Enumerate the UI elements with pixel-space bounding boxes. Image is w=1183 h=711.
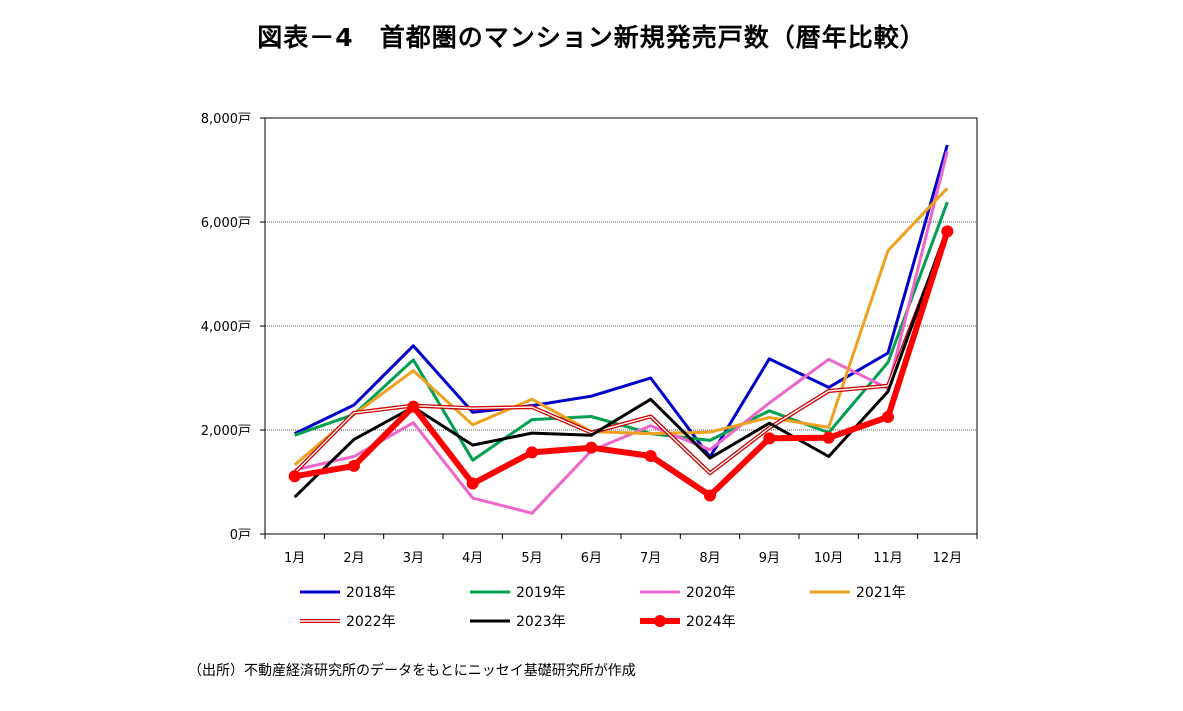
y-tick-label: 4,000戸 <box>201 320 251 335</box>
data-point <box>348 459 360 472</box>
x-tick-label: 2月 <box>343 551 364 566</box>
legend-item: 2024年 <box>640 614 736 630</box>
legend-marker <box>654 615 666 627</box>
legend-item: 2018年 <box>300 585 396 601</box>
series-2021年 <box>293 187 949 466</box>
data-point <box>941 225 954 238</box>
x-tick-label: 5月 <box>521 551 542 566</box>
x-tick-label: 4月 <box>462 551 483 566</box>
series-2019年 <box>294 201 949 462</box>
series-line <box>294 201 949 462</box>
y-tick-label: 2,000戸 <box>201 424 251 439</box>
series-2020年 <box>294 150 949 515</box>
x-tick-label: 11月 <box>873 551 903 566</box>
data-point <box>882 411 894 423</box>
legend-label: 2021年 <box>856 585 906 601</box>
data-point <box>526 446 538 459</box>
series-line <box>293 187 949 466</box>
data-point <box>407 400 420 413</box>
data-point <box>763 432 776 445</box>
axes: 0戸 2,000戸 4,000戸 6,000戸 8,000戸 1月 2月 3月 4月 5月 6月 7月… <box>201 112 978 566</box>
series-2024年 <box>288 225 954 502</box>
x-tick-label: 1月 <box>284 551 305 566</box>
y-tick-label: 6,000戸 <box>201 216 251 231</box>
series-lines <box>288 144 954 515</box>
source-note: （出所）不動産経済研究所のデータをもとにニッセイ基礎研究所が作成 <box>188 663 636 679</box>
data-point <box>466 477 479 490</box>
y-tick-label: 8,000戸 <box>201 112 251 127</box>
legend-label: 2019年 <box>516 585 566 601</box>
legend: 2018年 2019年 2020年 2021年 2022年 2023年 2024年 <box>300 585 906 630</box>
legend-label: 2024年 <box>686 614 736 630</box>
legend-label: 2018年 <box>346 585 396 601</box>
data-point <box>644 450 657 462</box>
series-2018年 <box>294 144 949 459</box>
series-line <box>294 230 951 499</box>
chart-title: 図表－4 首都圏のマンション新規発売戸数（暦年比較） <box>257 23 926 52</box>
series-2022年 <box>293 231 950 476</box>
legend-item: 2019年 <box>470 585 566 601</box>
series-line <box>294 150 949 515</box>
gridlines <box>265 221 977 431</box>
legend-item: 2023年 <box>470 614 566 630</box>
y-tick-label: 0戸 <box>230 528 251 543</box>
x-tick-label: 10月 <box>814 551 844 566</box>
series-line <box>294 144 949 459</box>
legend-item: 2022年 <box>300 614 396 630</box>
x-tick-label: 3月 <box>403 551 424 566</box>
series-line-inner <box>294 232 948 474</box>
legend-label: 2023年 <box>516 614 566 630</box>
legend-item: 2021年 <box>810 585 906 601</box>
data-point <box>288 470 301 483</box>
data-point <box>585 441 598 454</box>
data-point <box>822 431 835 444</box>
legend-label: 2020年 <box>686 585 736 601</box>
legend-label: 2022年 <box>346 614 396 630</box>
x-tick-label: 7月 <box>640 551 661 566</box>
x-tick-label: 12月 <box>933 551 963 566</box>
x-tick-label: 6月 <box>581 551 602 566</box>
data-point <box>704 489 716 502</box>
x-tick-label: 9月 <box>759 551 780 566</box>
x-tick-label: 8月 <box>699 551 720 566</box>
legend-item: 2020年 <box>640 585 736 601</box>
